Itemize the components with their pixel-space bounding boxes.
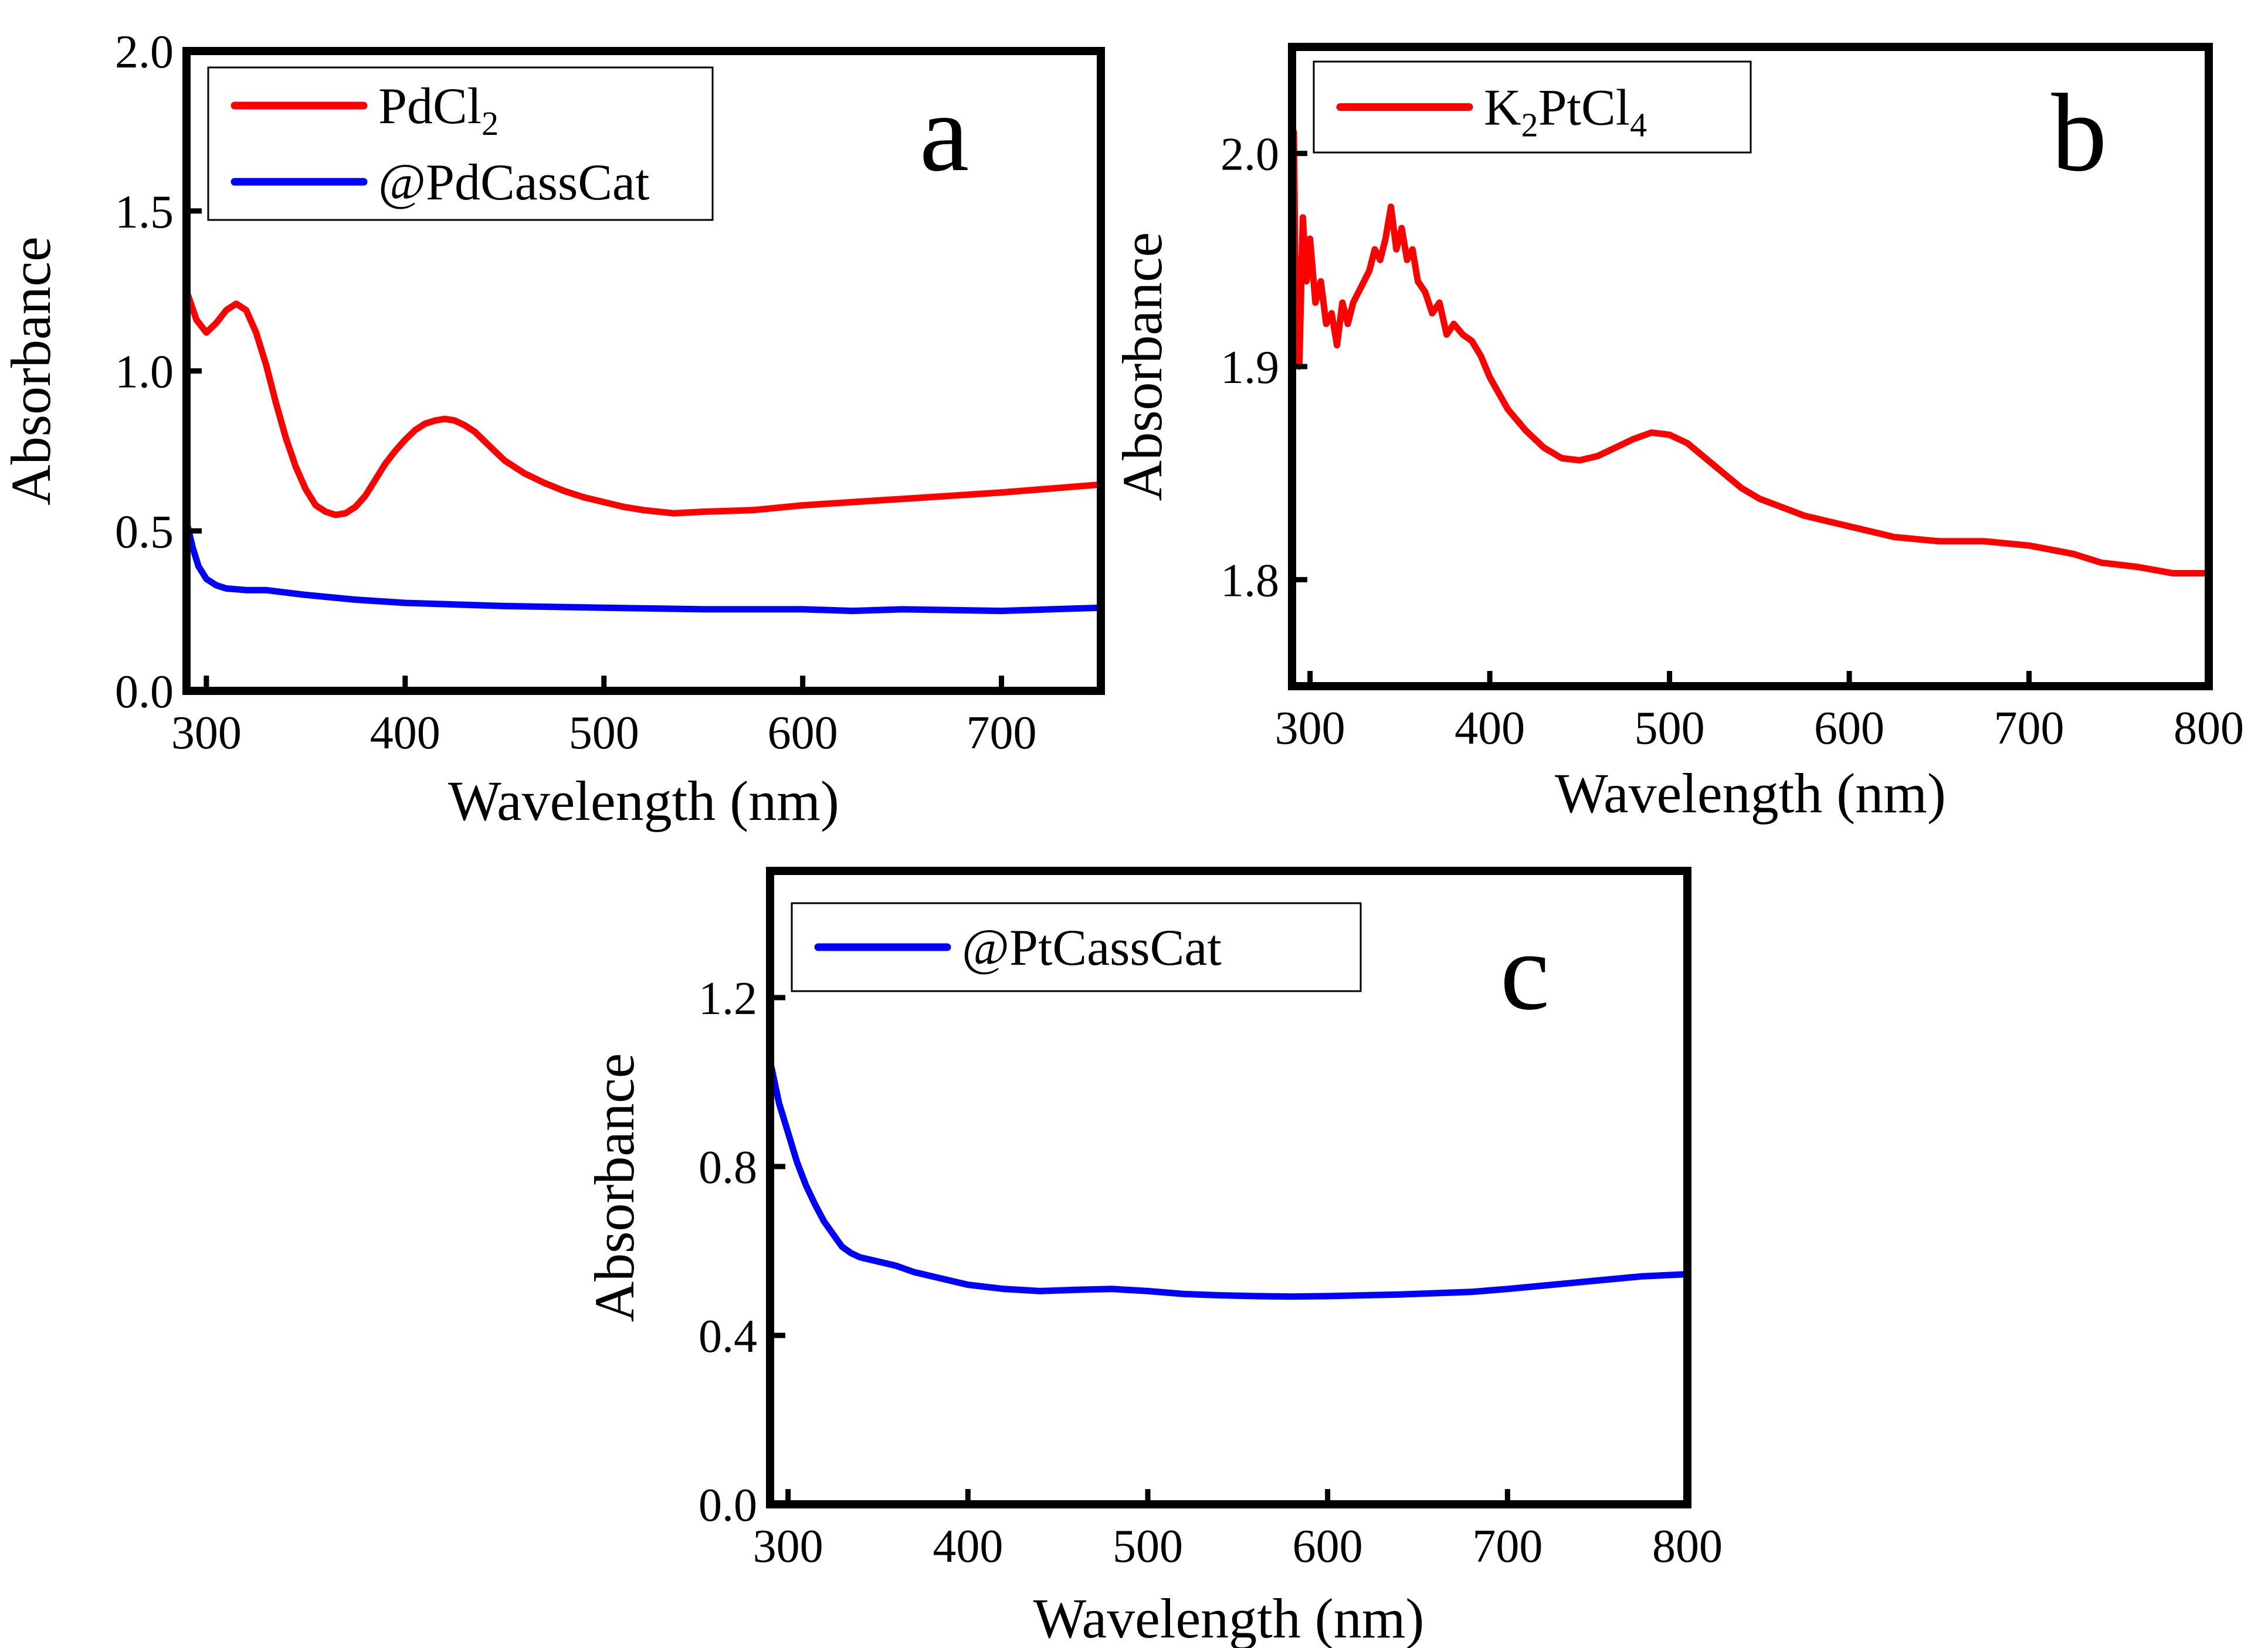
- panel-b-series-line-0: [1289, 128, 2212, 577]
- panel-a-x-axis-title: Wavelength (nm): [448, 769, 839, 832]
- panel-c-x-tick-label-0: 300: [753, 1521, 823, 1572]
- panel-c-y-tick-label-1: 0.4: [699, 1311, 757, 1362]
- panel-c: 300 400 500 600 700 800 0.0 0.4 0.8 1.2 Wavelengt…: [583, 867, 1723, 1648]
- panel-b-x-tick-label-0: 300: [1275, 703, 1345, 754]
- panel-c-x-tick-label-3: 600: [1293, 1521, 1363, 1572]
- panel-a-legend-label-1: @PdCassCat: [378, 154, 649, 211]
- panel-c-y-tick-label-0: 0.0: [699, 1480, 757, 1531]
- panel-c-plot-frame: [766, 867, 1691, 1508]
- panel-c-x-tick-label-1: 400: [933, 1521, 1003, 1572]
- panel-c-series: [767, 1057, 1691, 1300]
- panel-a-series-line-1: [183, 518, 1104, 615]
- panel-a-x-tick-label-1: 400: [370, 707, 440, 759]
- panel-b-x-tick-label-1: 400: [1455, 703, 1525, 754]
- panel-a: 300 400 500 600 700 0.0 0.5 1.0 1.5 2.0 Wavelengt…: [0, 26, 1105, 832]
- panel-b-series: [1289, 128, 2212, 577]
- panel-c-legend: @PtCassCat: [791, 902, 1362, 992]
- panel-c-y-tick-label-2: 0.8: [699, 1142, 757, 1193]
- panel-b-y-tick-label-0: 1.8: [1221, 555, 1279, 606]
- panel-b-legend: K2PtCl4: [1313, 60, 1752, 154]
- panel-c-legend-label-0: @PtCassCat: [962, 920, 1222, 976]
- panel-a-legend: PdCl2 @PdCassCat: [207, 66, 714, 221]
- panel-a-y-tick-label-4: 2.0: [115, 26, 174, 78]
- panel-a-x-tick-label-4: 700: [967, 707, 1037, 759]
- panel-b-ticks: 300 400 500 600 700 800 1.8 1.9 2.0: [1221, 129, 2244, 754]
- panel-a-series-line-0: [183, 287, 1104, 518]
- panel-c-y-axis-title: Absorbance: [583, 1053, 646, 1322]
- panel-a-legend-box: [207, 66, 714, 221]
- panel-a-series: [183, 287, 1104, 615]
- panel-a-letter: a: [920, 72, 969, 195]
- panel-a-ticks: 300 400 500 600 700 0.0 0.5 1.0 1.5 2.0: [115, 26, 1037, 759]
- panel-c-ticks: 300 400 500 600 700 800 0.0 0.4 0.8 1.2: [699, 973, 1723, 1572]
- panel-a-x-tick-label-0: 300: [171, 707, 242, 759]
- panel-a-y-tick-label-3: 1.5: [115, 186, 174, 238]
- panel-c-y-tick-label-3: 1.2: [699, 973, 757, 1025]
- panel-b-y-axis-title: Absorbance: [1111, 232, 1174, 501]
- panel-a-y-tick-label-2: 1.0: [115, 347, 174, 398]
- panel-c-series-line-0: [767, 1057, 1691, 1300]
- panel-a-y-tick-label-1: 0.5: [115, 506, 174, 558]
- panel-b-legend-label-0: K2PtCl4: [1484, 80, 1647, 144]
- panel-b-x-tick-label-2: 500: [1635, 703, 1705, 754]
- panel-c-x-tick-label-4: 700: [1472, 1521, 1542, 1572]
- panel-c-x-tick-label-2: 500: [1113, 1521, 1183, 1572]
- panel-b-x-axis-title: Wavelength (nm): [1555, 762, 1946, 825]
- panel-b-x-tick-label-4: 700: [1994, 703, 2064, 754]
- panel-b-letter: b: [2052, 72, 2107, 195]
- panel-b-y-tick-label-1: 1.9: [1221, 342, 1279, 394]
- panel-a-legend-label-0: PdCl2: [378, 78, 499, 143]
- panel-a-x-tick-label-3: 600: [768, 707, 838, 759]
- panel-a-y-tick-label-0: 0.0: [115, 666, 174, 718]
- panel-c-letter: c: [1500, 910, 1550, 1033]
- panel-c-x-axis-title: Wavelength (nm): [1033, 1587, 1425, 1648]
- panel-b-x-tick-label-3: 600: [1814, 703, 1884, 754]
- panel-b-x-tick-label-5: 800: [2174, 703, 2244, 754]
- panel-b: 300 400 500 600 700 800 1.8 1.9 2.0 Wavelength (…: [1111, 43, 2244, 825]
- panel-a-y-axis-title: Absorbance: [0, 236, 62, 505]
- panel-c-x-tick-label-5: 800: [1652, 1521, 1723, 1572]
- panel-b-y-tick-label-2: 2.0: [1221, 129, 1279, 181]
- panel-a-x-tick-label-2: 500: [569, 707, 639, 759]
